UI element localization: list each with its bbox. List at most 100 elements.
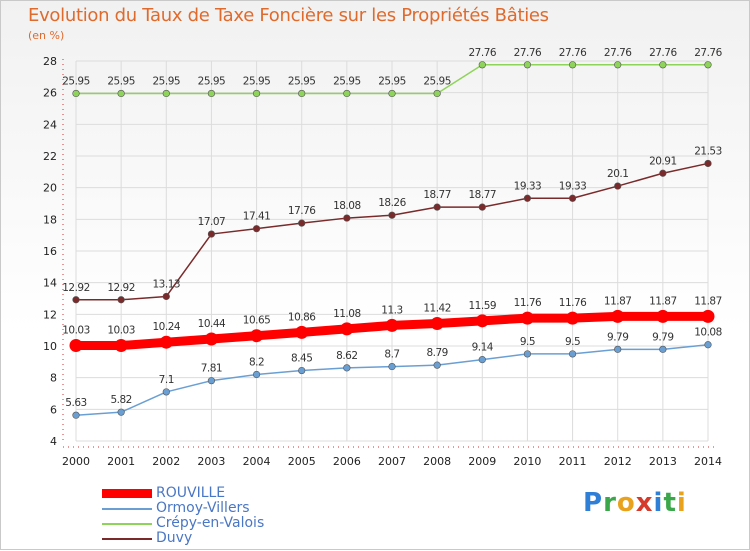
data-point-ormoy-villers-2010	[523, 350, 532, 358]
data-point-cr-py-en-valois-2013	[659, 61, 667, 69]
data-label-cr-py-en-valois-2006: 25.95	[333, 75, 361, 87]
data-label-cr-py-en-valois-2013: 27.76	[649, 47, 677, 59]
data-point-ormoy-villers-2003	[207, 377, 216, 385]
data-point-rouville-2013	[656, 309, 670, 323]
data-label-duvy-2001: 12.92	[107, 282, 135, 294]
x-tick-label-2001: 2001	[107, 455, 135, 468]
y-tick-label-16: 16	[43, 245, 57, 258]
logo-letter: P	[583, 488, 604, 518]
data-point-ormoy-villers-2009	[478, 356, 486, 364]
data-point-cr-py-en-valois-2007	[388, 89, 396, 98]
data-label-ormoy-villers-2001: 5.82	[110, 394, 131, 406]
data-label-rouville-2001: 10.03	[107, 325, 135, 337]
data-point-rouville-2009	[475, 314, 489, 328]
y-tick-label-26: 26	[43, 87, 57, 100]
y-tick-label-28: 28	[43, 55, 57, 68]
data-point-duvy-2005	[298, 219, 306, 227]
data-label-cr-py-en-valois-2014: 27.76	[694, 47, 722, 59]
data-label-rouville-2007: 11.3	[381, 304, 402, 316]
data-label-rouville-2013: 11.87	[649, 295, 677, 307]
data-point-ormoy-villers-2007	[388, 362, 396, 371]
data-label-rouville-2000: 10.03	[62, 325, 90, 337]
data-point-rouville-2008	[430, 317, 444, 331]
chart-title: Evolution du Taux de Taxe Foncière sur l…	[28, 5, 549, 26]
legend-label-rouville: ROUVILLE	[156, 485, 226, 501]
data-point-ormoy-villers-2008	[433, 361, 441, 369]
data-point-cr-py-en-valois-2008	[433, 89, 441, 98]
data-label-cr-py-en-valois-2009: 27.76	[469, 47, 497, 59]
data-point-duvy-2012	[614, 182, 622, 190]
data-label-cr-py-en-valois-2012: 27.76	[604, 47, 632, 59]
data-label-cr-py-en-valois-2007: 25.95	[378, 75, 406, 87]
x-tick-label-2009: 2009	[468, 455, 496, 468]
data-point-duvy-2006	[343, 214, 351, 222]
data-point-duvy-2002	[162, 292, 170, 301]
x-tick-label-2004: 2004	[243, 455, 271, 468]
data-point-ormoy-villers-2006	[343, 364, 351, 372]
legend-label-ormoy: Ormoy-Villers	[156, 500, 250, 516]
data-point-rouville-2014	[701, 309, 715, 323]
data-label-rouville-2012: 11.87	[604, 295, 632, 307]
data-label-duvy-2008: 18.77	[423, 189, 451, 201]
x-tick-label-2012: 2012	[604, 455, 632, 468]
data-label-cr-py-en-valois-2004: 25.95	[243, 75, 271, 87]
legend: ROUVILLE Ormoy-Villers Crépy-en-Valois D…	[102, 486, 264, 546]
data-label-ormoy-villers-2005: 8.45	[291, 353, 312, 365]
data-label-rouville-2014: 11.87	[694, 295, 722, 307]
data-label-ormoy-villers-2014: 10.08	[694, 327, 722, 339]
legend-swatch-duvy	[102, 537, 152, 540]
data-label-duvy-2014: 21.53	[694, 145, 722, 157]
data-label-ormoy-villers-2003: 7.81	[201, 363, 222, 375]
data-label-ormoy-villers-2011: 9.5	[565, 336, 580, 348]
data-label-rouville-2005: 10.86	[288, 311, 316, 323]
y-tick-label-12: 12	[43, 308, 57, 321]
data-point-duvy-2010	[523, 194, 532, 202]
data-point-rouville-2003	[204, 332, 218, 346]
logo-letter: t	[663, 488, 677, 518]
data-point-rouville-2010	[520, 311, 534, 325]
data-point-duvy-2007	[388, 211, 396, 219]
data-point-rouville-2004	[250, 329, 264, 343]
x-tick-label-2013: 2013	[649, 455, 677, 468]
data-label-cr-py-en-valois-2000: 25.95	[62, 75, 90, 87]
data-label-rouville-2002: 10.24	[153, 321, 181, 333]
data-label-ormoy-villers-2008: 8.79	[426, 347, 447, 359]
data-point-rouville-2012	[611, 309, 625, 323]
data-label-cr-py-en-valois-2005: 25.95	[288, 75, 316, 87]
proxiti-logo: Proxiti	[583, 488, 687, 518]
data-point-rouville-2006	[340, 322, 354, 336]
logo-letter: o	[616, 488, 636, 518]
logo-letter: i	[676, 488, 687, 518]
x-tick-label-2006: 2006	[333, 455, 361, 468]
data-point-ormoy-villers-2000	[72, 411, 80, 419]
data-label-ormoy-villers-2000: 5.63	[65, 397, 86, 409]
data-label-ormoy-villers-2012: 9.79	[607, 331, 628, 343]
data-label-duvy-2000: 12.92	[62, 282, 90, 294]
y-tick-label-22: 22	[43, 150, 57, 163]
legend-item-rouville: ROUVILLE	[102, 486, 264, 501]
data-label-duvy-2007: 18.26	[378, 197, 406, 209]
data-point-cr-py-en-valois-2002	[162, 89, 170, 98]
logo-letter: x	[635, 488, 654, 518]
data-point-ormoy-villers-2005	[298, 366, 306, 375]
data-label-ormoy-villers-2004: 8.2	[249, 357, 264, 369]
data-point-ormoy-villers-2011	[568, 350, 577, 358]
data-label-duvy-2009: 18.77	[469, 189, 497, 201]
x-tick-label-2014: 2014	[694, 455, 722, 468]
data-point-cr-py-en-valois-2010	[523, 61, 532, 69]
x-tick-label-2008: 2008	[423, 455, 451, 468]
data-point-duvy-2008	[433, 203, 441, 211]
y-tick-label-20: 20	[43, 182, 57, 195]
data-label-rouville-2009: 11.59	[469, 300, 497, 312]
data-label-ormoy-villers-2006: 8.62	[336, 350, 357, 362]
data-point-cr-py-en-valois-2006	[343, 89, 351, 98]
data-label-rouville-2011: 11.76	[559, 297, 587, 309]
data-label-duvy-2013: 20.91	[649, 155, 677, 167]
data-label-ormoy-villers-2010: 9.5	[520, 336, 535, 348]
data-point-ormoy-villers-2012	[614, 345, 622, 353]
data-label-ormoy-villers-2007: 8.7	[384, 349, 399, 361]
y-tick-label-10: 10	[43, 340, 57, 353]
data-point-duvy-2013	[659, 169, 667, 177]
data-label-duvy-2002: 13.13	[153, 278, 181, 290]
